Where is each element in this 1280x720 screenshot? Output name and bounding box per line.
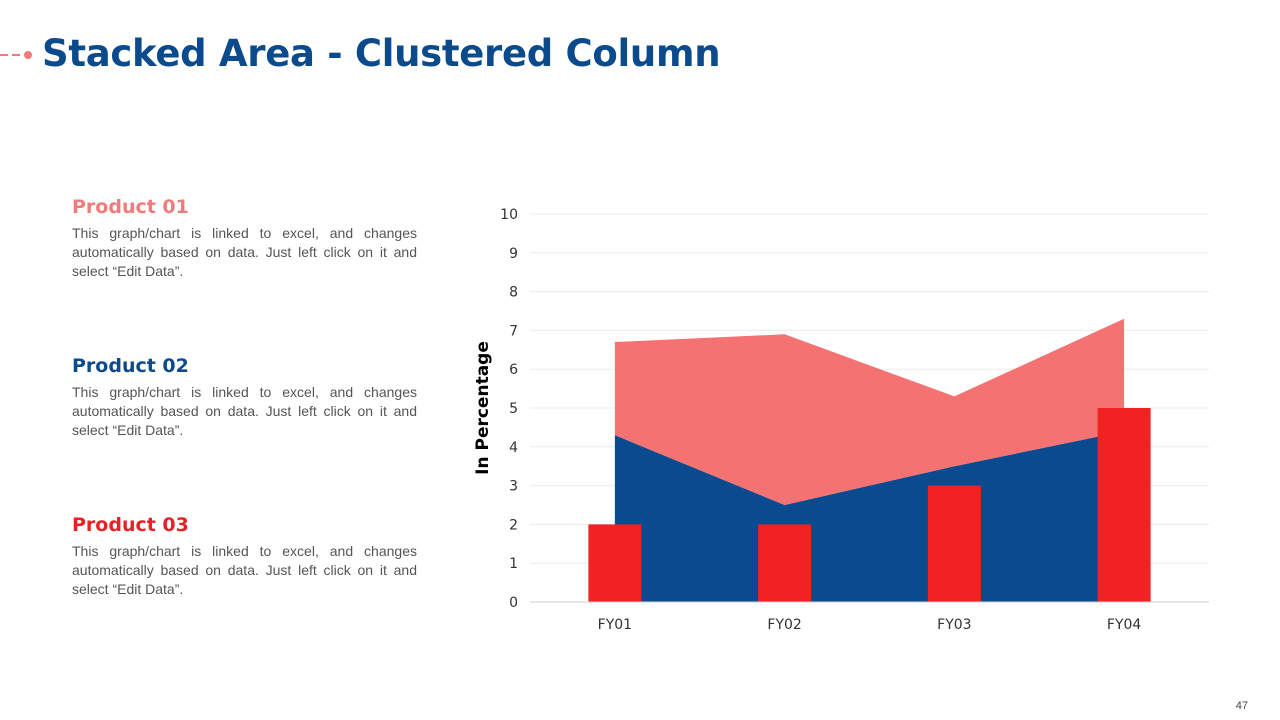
- y-tick-label: 7: [509, 323, 518, 339]
- x-tick-label: FY02: [767, 617, 801, 633]
- y-tick-label: 0: [509, 595, 518, 611]
- product-01-block: Product 01 This graph/chart is linked to…: [72, 196, 417, 281]
- y-tick-label: 1: [509, 556, 518, 572]
- area-series-2: [614, 318, 1125, 505]
- y-tick-label: 9: [509, 246, 518, 262]
- product-03-description: This graph/chart is linked to excel, and…: [72, 543, 417, 597]
- column-bar-fy02: [758, 524, 812, 602]
- y-tick-label: 6: [509, 362, 518, 378]
- column-bar-fy01: [588, 524, 642, 602]
- product-02-block: Product 02 This graph/chart is linked to…: [72, 355, 417, 440]
- y-tick-label: 2: [509, 517, 518, 533]
- product-03-title: Product 03: [72, 514, 189, 536]
- stacked-area-column-chart: 0 1 2 3 4 5 6 7 8 9 10 In Percentage FY01 FY02 FY03 FY0…: [473, 207, 1209, 633]
- y-tick-label: 10: [500, 207, 518, 223]
- y-tick-label: 4: [509, 440, 518, 456]
- x-tick-label: FY04: [1107, 617, 1142, 633]
- area-series-1: [614, 431, 1125, 602]
- product-02-title: Product 02: [72, 355, 189, 377]
- x-tick-label: FY03: [937, 617, 971, 633]
- product-03-block: Product 03 This graph/chart is linked to…: [72, 514, 417, 599]
- x-tick-label: FY01: [598, 617, 632, 633]
- product-02-description: This graph/chart is linked to excel, and…: [72, 384, 417, 438]
- product-01-description: This graph/chart is linked to excel, and…: [72, 225, 417, 279]
- y-tick-label: 5: [509, 401, 518, 417]
- y-tick-label: 3: [509, 479, 518, 495]
- y-tick-label: 8: [509, 285, 518, 301]
- title-accent-icon: [0, 51, 32, 59]
- column-bar-fy04: [1097, 408, 1151, 602]
- slide-title: Stacked Area - Clustered Column: [42, 32, 721, 75]
- column-bar-fy03: [927, 485, 981, 602]
- y-axis-label: In Percentage: [473, 341, 493, 475]
- product-01-title: Product 01: [72, 196, 189, 218]
- page-number: 47: [1235, 700, 1248, 712]
